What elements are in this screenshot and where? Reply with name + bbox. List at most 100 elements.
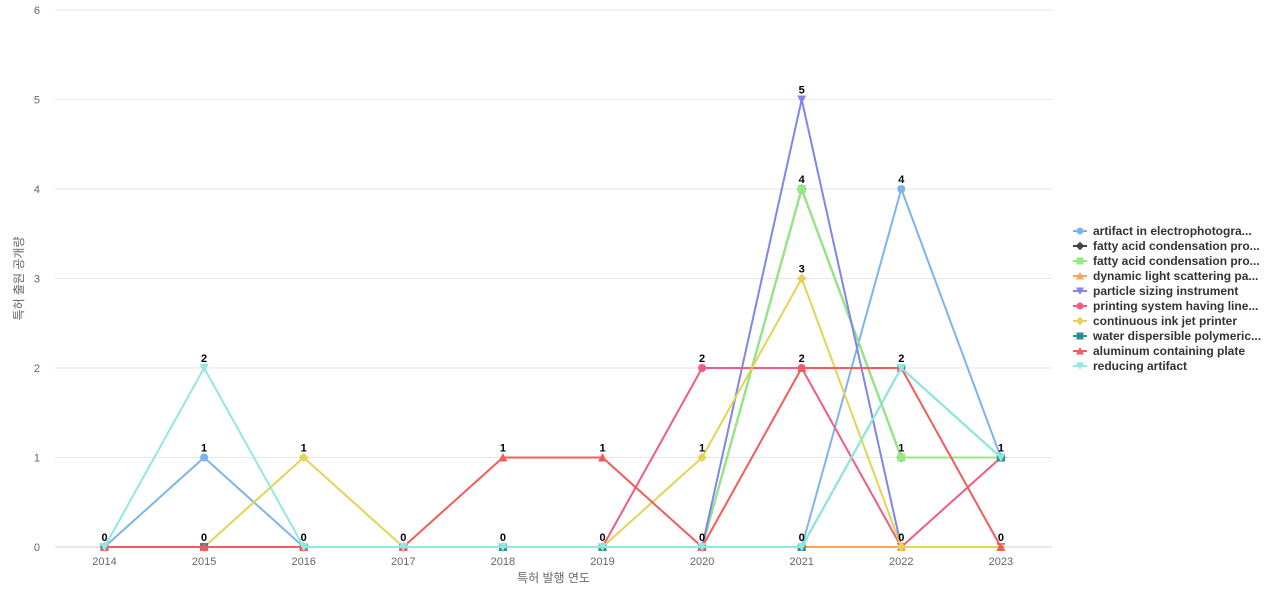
legend-marker xyxy=(1076,227,1084,235)
legend-item[interactable]: dynamic light scattering pa... xyxy=(1073,269,1258,283)
data-label: 2 xyxy=(201,353,207,365)
data-label: 0 xyxy=(400,532,406,544)
data-label: 1 xyxy=(599,443,605,455)
data-label: 1 xyxy=(699,443,705,455)
legend-label: particle sizing instrument xyxy=(1093,284,1238,298)
data-label: 4 xyxy=(799,174,806,186)
y-axis: 0 1 2 3 4 5 6 xyxy=(34,5,40,554)
legend-item[interactable]: water dispersible polymeric... xyxy=(1073,329,1261,343)
data-point xyxy=(797,363,807,372)
data-point xyxy=(698,364,707,372)
series-5 xyxy=(100,95,1006,552)
data-label: 1 xyxy=(201,443,207,455)
series-lines xyxy=(99,95,1006,552)
data-point xyxy=(100,543,109,552)
legend-item[interactable]: aluminum containing plate xyxy=(1073,344,1245,358)
legend-marker xyxy=(1076,362,1084,370)
data-point xyxy=(897,185,906,193)
legend-label: reducing artifact xyxy=(1093,359,1187,373)
data-point xyxy=(996,453,1006,462)
y-tick-label: 3 xyxy=(34,274,40,286)
data-point xyxy=(200,453,209,462)
data-label: 1 xyxy=(301,443,307,455)
data-label: 4 xyxy=(898,174,905,186)
legend-label: fatty acid condensation pro... xyxy=(1093,239,1260,253)
series-line xyxy=(104,277,1001,548)
data-point xyxy=(398,543,408,552)
data-point xyxy=(598,543,607,552)
data-label: 0 xyxy=(101,532,107,544)
legend-item[interactable]: printing system having line... xyxy=(1073,299,1258,313)
y-tick-label: 6 xyxy=(34,5,40,17)
legend-label: artifact in electrophotogra... xyxy=(1093,224,1252,238)
legend-item[interactable]: fatty acid condensation pro... xyxy=(1073,239,1260,253)
data-label: 0 xyxy=(699,532,705,544)
data-point xyxy=(598,453,607,462)
x-tick-label: 2015 xyxy=(192,556,216,568)
data-label: 2 xyxy=(898,353,904,365)
data-point xyxy=(897,453,906,462)
legend-marker xyxy=(1075,316,1085,326)
data-point xyxy=(199,542,209,551)
legend-item[interactable]: fatty acid condensation pro... xyxy=(1073,254,1260,268)
x-tick-label: 2017 xyxy=(391,556,415,568)
data-label: 0 xyxy=(998,532,1004,544)
y-tick-label: 2 xyxy=(34,363,40,375)
data-point xyxy=(697,543,707,552)
data-label: 0 xyxy=(301,532,307,544)
data-label: 1 xyxy=(998,443,1004,455)
data-point xyxy=(498,543,508,552)
legend-marker xyxy=(1076,272,1084,280)
legend-label: dynamic light scattering pa... xyxy=(1093,269,1258,283)
data-label: 5 xyxy=(799,85,805,97)
data-label: 0 xyxy=(599,532,605,544)
y-axis-title: 특허 출원 공개량 xyxy=(12,237,26,321)
y-tick-label: 5 xyxy=(34,95,40,107)
data-label: 3 xyxy=(799,264,805,276)
legend-marker xyxy=(1076,287,1084,295)
legend-label: water dispersible polymeric... xyxy=(1092,329,1261,343)
x-tick-label: 2023 xyxy=(989,556,1013,568)
series-line xyxy=(104,98,1001,548)
data-point xyxy=(797,543,807,552)
data-label: 1 xyxy=(500,443,506,455)
data-point xyxy=(797,185,806,193)
legend-label: fatty acid condensation pro... xyxy=(1093,254,1260,268)
legend-marker xyxy=(1076,347,1084,355)
data-point xyxy=(796,273,807,284)
series-line xyxy=(104,367,1002,548)
data-label: 0 xyxy=(201,532,207,544)
data-label: 1 xyxy=(898,443,904,455)
x-tick-label: 2019 xyxy=(590,556,614,568)
y-tick-label: 0 xyxy=(34,542,40,554)
legend-item[interactable]: particle sizing instrument xyxy=(1073,284,1238,298)
series-7 xyxy=(99,273,1006,552)
legend-marker xyxy=(1075,241,1085,251)
data-point xyxy=(697,452,707,463)
data-label: 0 xyxy=(898,532,904,544)
data-point xyxy=(896,364,906,373)
legend-marker xyxy=(1076,332,1084,340)
x-tick-label: 2018 xyxy=(491,556,515,568)
legend-marker xyxy=(1076,302,1084,310)
data-point xyxy=(298,452,309,463)
x-tick-label: 2021 xyxy=(789,556,813,568)
x-tick-label: 2016 xyxy=(291,556,315,568)
series-line xyxy=(103,367,1002,548)
data-point xyxy=(498,453,508,462)
data-labels: 0 2 1 0 1 0 0 1 0 1 0 2 1 0 5 4 3 2 0 4 2 1 0 1 0 xyxy=(101,85,1004,545)
data-point xyxy=(797,95,807,104)
legend: artifact in electrophotogra...fatty acid… xyxy=(1073,224,1261,373)
x-axis: 2014 2015 2016 2017 2018 2019 2020 2021 2022 2023 xyxy=(92,556,1013,568)
legend-label: aluminum containing plate xyxy=(1093,344,1245,358)
x-tick-label: 2022 xyxy=(889,556,913,568)
data-label: 0 xyxy=(500,532,506,544)
data-label: 2 xyxy=(699,353,705,365)
legend-item[interactable]: artifact in electrophotogra... xyxy=(1073,224,1252,238)
legend-item[interactable]: continuous ink jet printer xyxy=(1073,314,1237,328)
data-point xyxy=(299,543,309,552)
legend-item[interactable]: reducing artifact xyxy=(1073,359,1187,373)
grid-lines xyxy=(55,9,1052,548)
